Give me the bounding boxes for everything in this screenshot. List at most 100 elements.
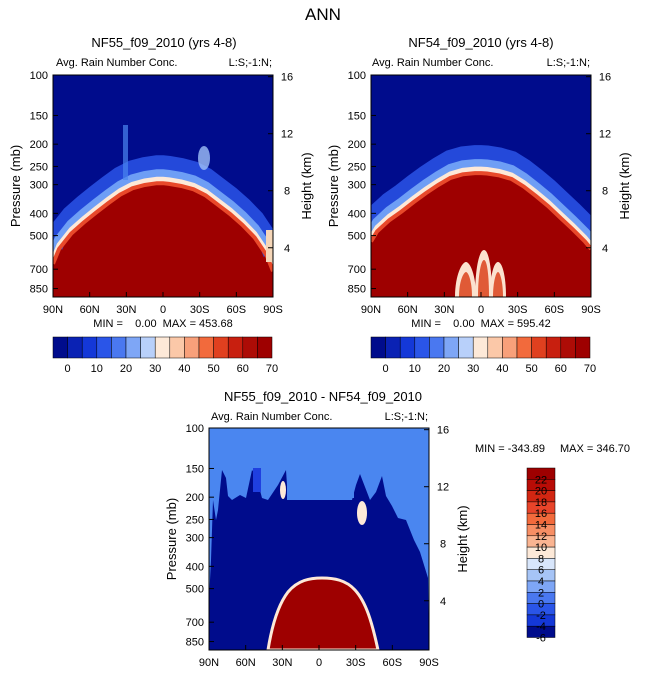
colorbar-swatch: [531, 336, 547, 359]
y-tick-label: 300: [348, 180, 366, 192]
x-tick-label: 30N: [116, 304, 136, 316]
x-tick-label: 0: [478, 304, 484, 316]
panel-top-right: NF54_f09_2010 (yrs 4-8) Avg. Rain Number…: [326, 35, 632, 375]
panel-top-left: NF55_f09_2010 (yrs 4-8) Avg. Rain Number…: [8, 35, 314, 375]
x-tick-label: 90N: [199, 657, 219, 669]
x-tick-label: 90S: [419, 657, 439, 669]
y-tick-label: 200: [30, 139, 48, 151]
step-block-60n: [253, 468, 261, 492]
y-tick-label: 400: [348, 208, 366, 220]
plume-equator-right-core: [493, 272, 503, 297]
colorbar: [370, 336, 591, 359]
colorbar-label: 0: [383, 363, 389, 375]
colorbar-swatch: [213, 336, 229, 359]
y-tick-label: 400: [186, 561, 204, 573]
x-tick-label: 30S: [346, 657, 366, 669]
colorbar-swatch: [472, 336, 489, 359]
x-tick-label: 60S: [383, 657, 403, 669]
panel-annotation: L:S;-1:N;: [547, 57, 590, 69]
step-block-0: [312, 468, 330, 498]
transition-band-warm: [371, 171, 591, 251]
y-tick-label: 250: [186, 514, 204, 526]
x-tick-label: 30S: [508, 304, 528, 316]
panel-title: NF54_f09_2010 (yrs 4-8): [408, 35, 553, 50]
panel-title: NF55_f09_2010 - NF54_f09_2010: [224, 389, 422, 404]
colorbar-swatch: [67, 336, 83, 359]
y-tick-label: 250: [30, 161, 48, 173]
y-axis-label: Pressure (mb): [326, 145, 341, 227]
colorbar-label: 40: [496, 363, 508, 375]
colorbar-label: 50: [525, 363, 537, 375]
x-tick-label: 90S: [263, 304, 283, 316]
plume-equator-left-core: [459, 272, 472, 297]
y-tick-label: 100: [348, 70, 366, 82]
stats-text: MIN = 0.00 MAX = 453.68: [93, 318, 232, 330]
y-tick-label: 500: [30, 231, 48, 243]
step-block-15s: [334, 468, 354, 498]
colorbar-label: 0: [538, 599, 544, 611]
y-tick-label: 300: [186, 533, 204, 545]
x-tick-label: 30N: [434, 304, 454, 316]
colorbar-label: 10: [535, 542, 547, 554]
x-tick-label: 0: [160, 304, 166, 316]
plume-30s: [198, 146, 210, 170]
y-tick-label: 200: [348, 139, 366, 151]
rain-concentration-field: [53, 181, 273, 297]
x-tick-label: 90N: [43, 304, 63, 316]
y2-axis-label: Height (km): [299, 152, 314, 219]
page-title: ANN: [305, 5, 341, 24]
colorbar-swatch: [169, 336, 185, 359]
rain-concentration-field: [371, 171, 591, 297]
stats-max: MAX = 346.70: [560, 443, 630, 455]
x-tick-label: 30N: [272, 657, 292, 669]
colorbar-label: -4: [536, 621, 546, 633]
colorbar-swatch: [545, 336, 562, 359]
colorbar-swatch: [227, 336, 244, 359]
y-tick-label: 100: [30, 70, 48, 82]
colorbar-swatch: [52, 336, 68, 359]
colorbar-label: 70: [584, 363, 596, 375]
colorbar-swatch: [96, 336, 112, 359]
colorbar-label: 16: [535, 508, 547, 520]
colorbar-swatch: [257, 336, 273, 359]
colorbar-swatch: [184, 336, 200, 359]
y2-tick-label: 4: [440, 596, 446, 608]
stats-text: MIN = 0.00 MAX = 595.42: [411, 318, 550, 330]
colorbar: [52, 336, 273, 359]
colorbar-swatch: [502, 336, 518, 359]
panel-subtitle: Avg. Rain Number Conc.: [372, 57, 493, 69]
y-tick-label: 100: [186, 423, 204, 435]
colorbar-swatch: [370, 336, 386, 359]
y-tick-label: 200: [186, 492, 204, 504]
colorbar-label: 30: [467, 363, 479, 375]
transition-band-inner: [53, 176, 273, 269]
colorbar-label: 18: [535, 497, 547, 509]
y2-tick-label: 8: [602, 186, 608, 198]
colorbar-swatch: [516, 336, 532, 359]
colorbar-label: -6: [536, 633, 546, 645]
y-tick-label: 850: [30, 284, 48, 296]
y2-tick-label: 4: [602, 243, 608, 255]
colorbar-label: 20: [120, 363, 132, 375]
colorbar-label: 30: [149, 363, 161, 375]
transition-band-outer: [53, 155, 273, 257]
colorbar-label: 8: [538, 553, 544, 565]
y-tick-label: 700: [348, 264, 366, 276]
colorbar-label: 50: [207, 363, 219, 375]
panel-subtitle: Avg. Rain Number Conc.: [56, 57, 177, 69]
transition-band-warm: [53, 181, 273, 272]
colorbar-swatch: [487, 336, 503, 359]
colorbar-label: 6: [538, 565, 544, 577]
y2-tick-label: 8: [440, 539, 446, 551]
colorbar-swatch: [385, 336, 401, 359]
colorbar: [526, 467, 556, 638]
colorbar-label: 12: [535, 531, 547, 543]
y-tick-label: 300: [30, 180, 48, 192]
colorbar-swatch: [575, 336, 591, 359]
colorbar-swatch: [154, 336, 171, 359]
colorbar-label: 10: [409, 363, 421, 375]
colorbar-label: 22: [535, 474, 547, 486]
y2-tick-label: 12: [599, 129, 611, 141]
colorbar-swatch: [111, 336, 127, 359]
